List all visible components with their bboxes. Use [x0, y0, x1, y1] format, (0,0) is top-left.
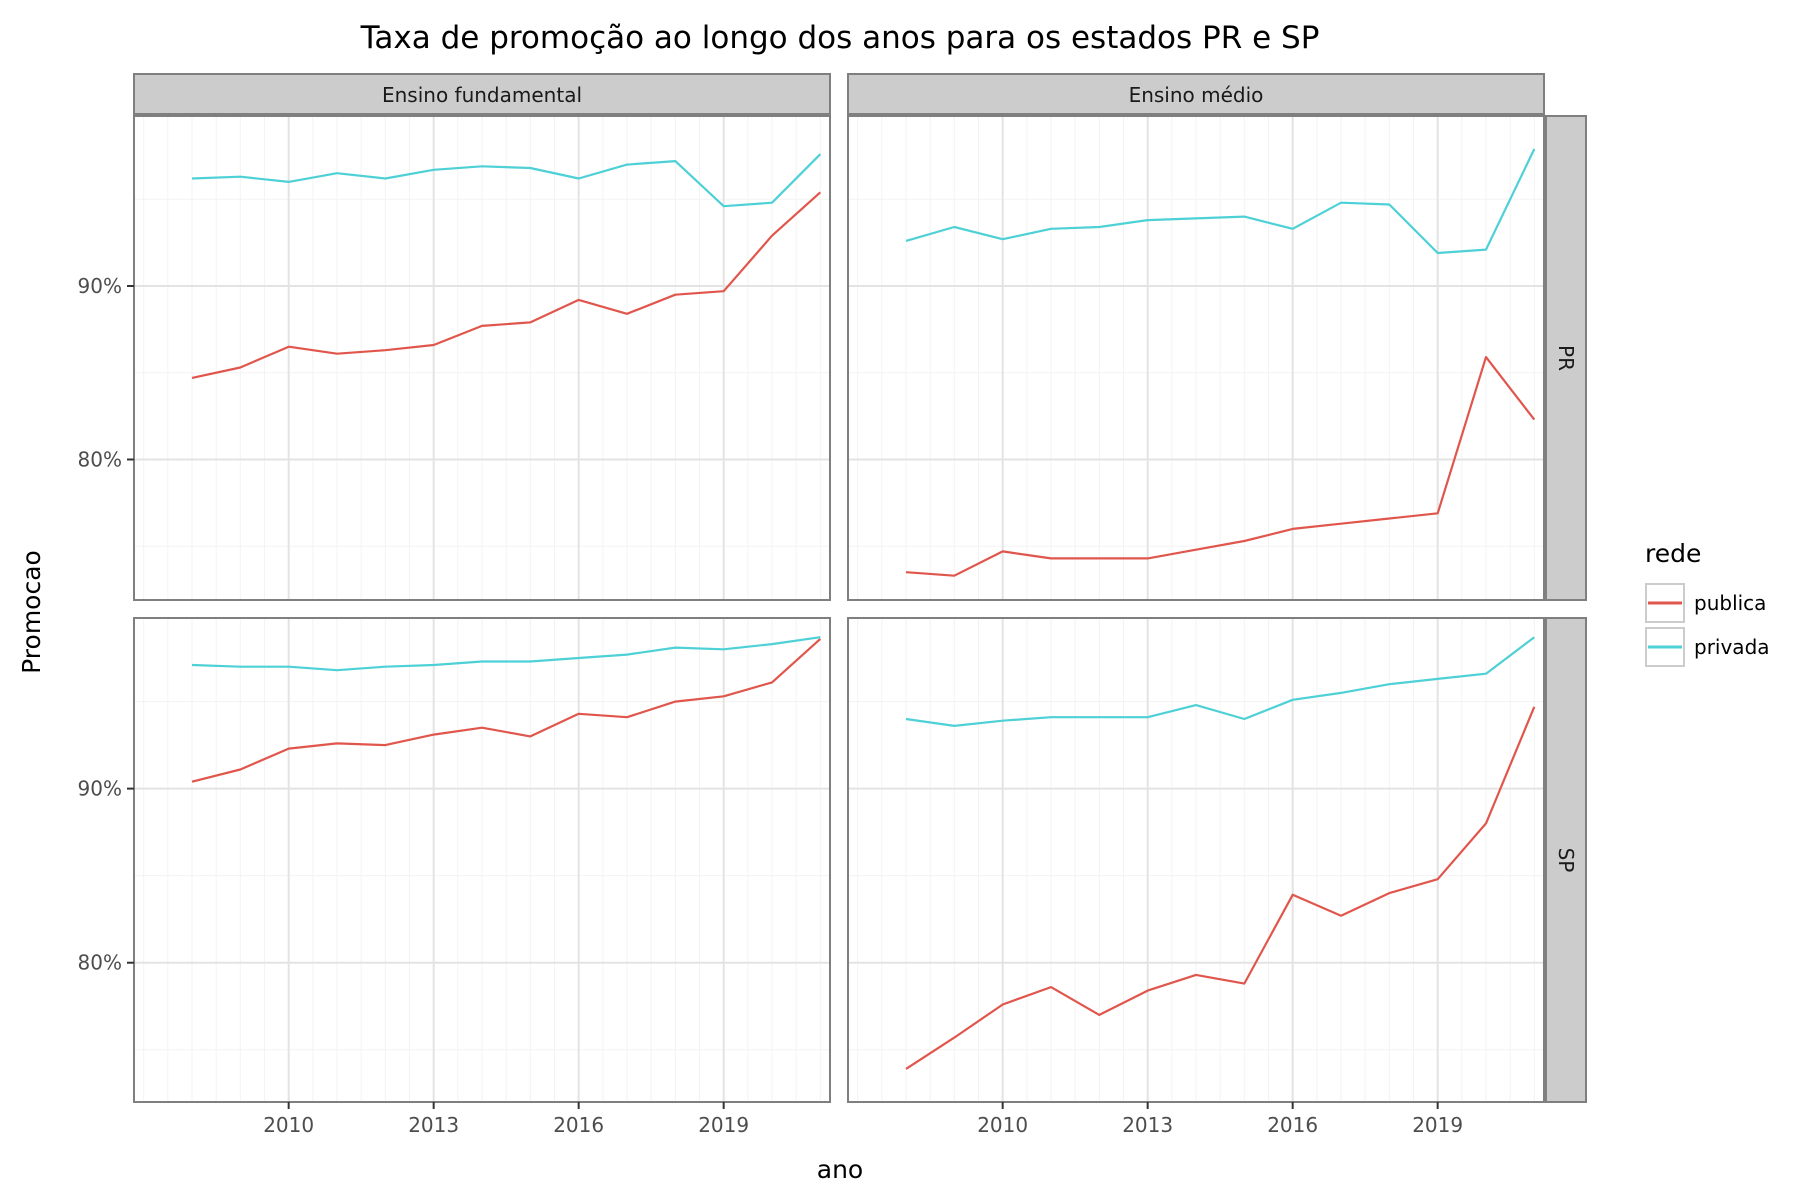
series-line-publica-sp-ensino-medio — [905, 706, 1536, 1070]
panel-pr-ensino-fundamental-border — [133, 115, 831, 601]
chart-title: Taxa de promoção ao longo dos anos para … — [360, 20, 1320, 56]
x-tick-label: 2013 — [1122, 1113, 1173, 1137]
y-tick-label: 90% — [78, 274, 122, 298]
legend-entries: publica privada — [1645, 583, 1770, 667]
facet-strip-label-ensino-medio: Ensino médio — [1129, 83, 1264, 107]
x-tick-label: 2016 — [553, 1113, 604, 1137]
legend-label-privada: privada — [1694, 635, 1770, 659]
legend: rede publica privada — [1645, 539, 1770, 667]
y-tick-label: 90% — [78, 777, 122, 801]
panels: Ensino fundamental Ensino médio PR SP 80% 90%… — [78, 73, 1587, 1137]
x-tick-label: 2010 — [977, 1113, 1028, 1137]
x-tick-label: 2019 — [1412, 1113, 1463, 1137]
series-line-privada-pr-ensino-medio — [905, 148, 1536, 255]
panel-sp-ensino-medio-border — [847, 617, 1545, 1103]
legend-label-publica: publica — [1694, 591, 1766, 615]
facet-strip-label-ensino-fundamental: Ensino fundamental — [382, 83, 582, 107]
legend-title: rede — [1645, 539, 1701, 568]
series-line-privada-sp-ensino-fundamental — [191, 636, 821, 672]
series-line-publica-pr-ensino-medio — [905, 356, 1536, 577]
legend-entry-publica: publica — [1645, 583, 1766, 623]
facet-strip-ensino-fundamental — [133, 73, 831, 115]
legend-entry-privada: privada — [1645, 627, 1770, 667]
panel-pr-ensino-fundamental: 80% 90% — [78, 115, 831, 601]
y-tick-label: 80% — [78, 447, 122, 471]
series-line-privada-sp-ensino-medio — [905, 636, 1535, 728]
panel-sp-ensino-fundamental-border — [133, 617, 831, 1103]
y-axis-title: Promocao — [17, 550, 46, 674]
panel-sp-ensino-fundamental: 80% 90% 2010 2013 2016 2019 — [78, 617, 831, 1137]
facet-strip-label-sp: SP — [1554, 848, 1578, 873]
x-tick-label: 2013 — [408, 1113, 459, 1137]
series-line-publica-pr-ensino-fundamental — [191, 191, 822, 379]
panel-pr-ensino-medio-border — [847, 115, 1545, 601]
facet-strip-label-pr: PR — [1554, 345, 1578, 371]
series-line-privada-pr-ensino-fundamental — [191, 153, 822, 208]
facet-strip-ensino-medio — [847, 73, 1545, 115]
facet-strip-pr — [1545, 115, 1587, 601]
series-line-publica-sp-ensino-fundamental — [191, 638, 822, 783]
x-tick-label: 2019 — [698, 1113, 749, 1137]
x-tick-label: 2016 — [1267, 1113, 1318, 1137]
panel-pr-ensino-medio — [847, 115, 1545, 601]
y-tick-label: 80% — [78, 951, 122, 975]
panel-sp-ensino-medio: 2010 2013 2016 2019 — [847, 617, 1545, 1137]
x-tick-label: 2010 — [263, 1113, 314, 1137]
x-axis-title: ano — [817, 1155, 863, 1184]
facet-strip-sp — [1545, 617, 1587, 1103]
